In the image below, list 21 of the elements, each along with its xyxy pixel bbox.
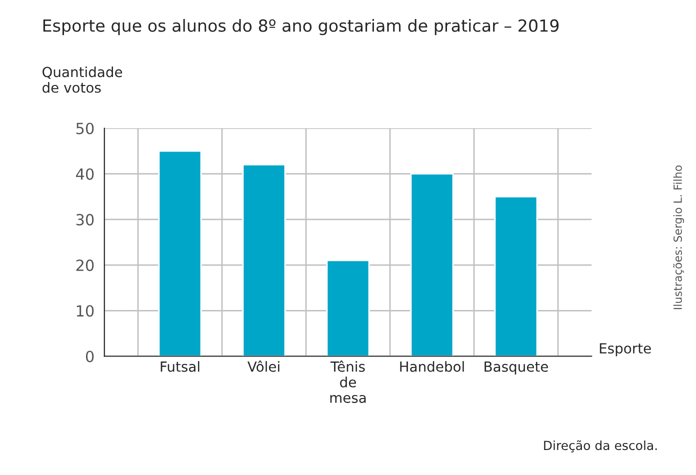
y-axis-title: Quantidade de votos (42, 66, 122, 93)
y-tick-label: 40 (76, 168, 94, 180)
y-tick-label: 0 (86, 350, 94, 362)
y-tick-label: 30 (76, 214, 94, 226)
bar (410, 173, 454, 356)
x-axis-title: Esporte (600, 343, 651, 356)
bar (494, 196, 538, 356)
x-tick-label: Vôlei (248, 360, 280, 372)
x-tick-label: Handebol (400, 361, 464, 372)
text: Direção da escola. (544, 440, 657, 452)
text: Ilustrações: Sergio L. Filho (673, 165, 684, 310)
y-tick-label: 50 (76, 122, 94, 134)
x-tick-label: Futsal (160, 361, 200, 372)
bar (158, 150, 202, 356)
bar (242, 164, 286, 356)
x-tick-label: Basquete (484, 362, 548, 375)
y-tick-label: 20 (76, 260, 94, 272)
bar (326, 260, 370, 356)
y-tick-label: 10 (76, 305, 94, 317)
x-tick-label: Tênis de mesa (330, 360, 366, 403)
chart-title: Esporte que os alunos do 8º ano gostariam de praticar – 2019 (43, 19, 559, 36)
